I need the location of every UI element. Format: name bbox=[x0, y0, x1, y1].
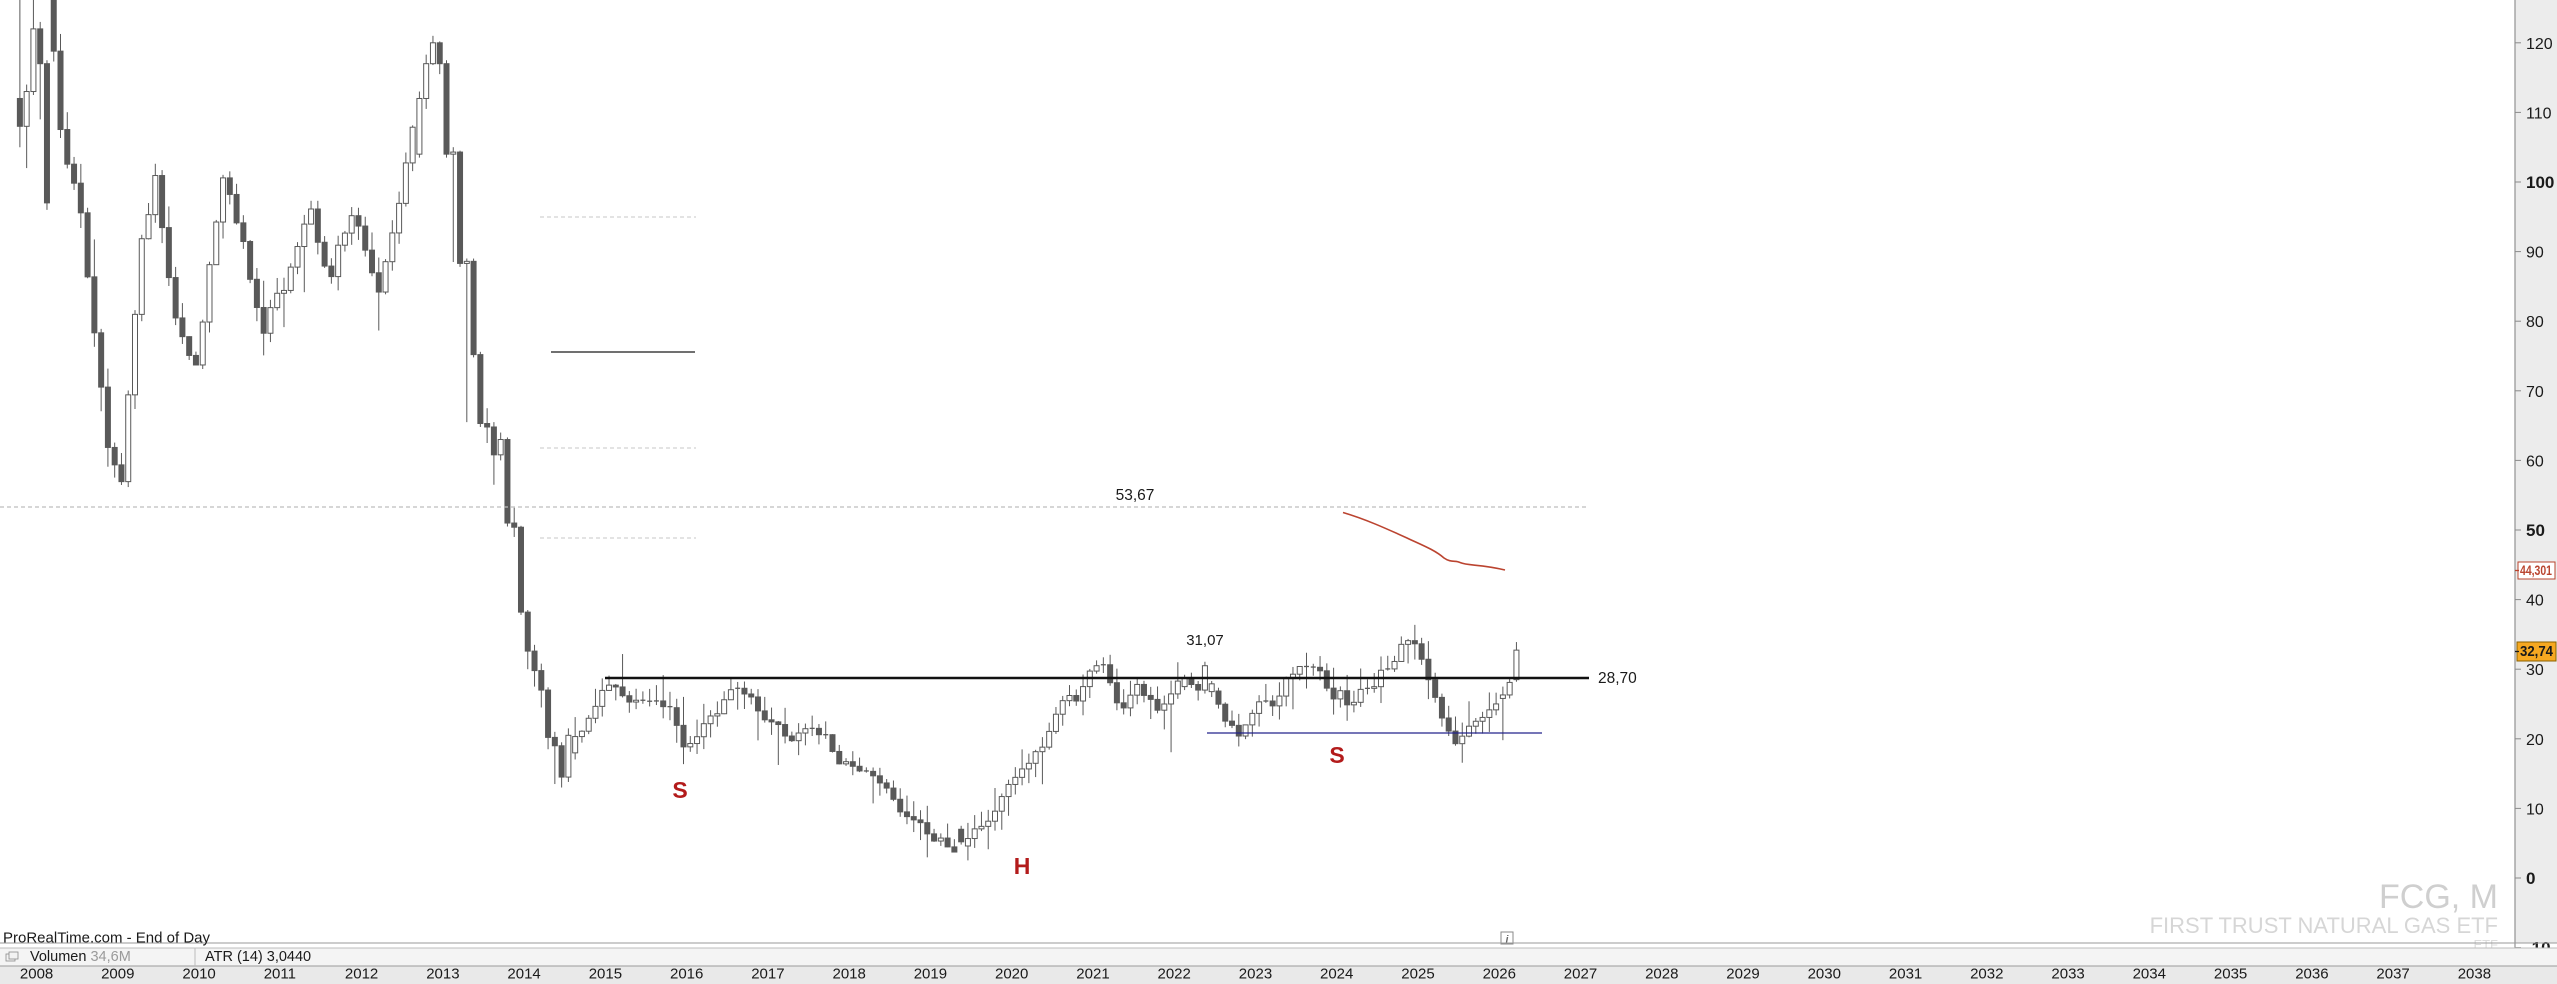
svg-text:2019: 2019 bbox=[914, 966, 947, 983]
svg-text:2022: 2022 bbox=[1158, 966, 1191, 983]
svg-text:2012: 2012 bbox=[345, 966, 378, 983]
svg-text:53,67: 53,67 bbox=[1116, 487, 1155, 504]
svg-text:2033: 2033 bbox=[2051, 966, 2084, 983]
svg-text:i: i bbox=[1506, 935, 1509, 946]
svg-text:2034: 2034 bbox=[2133, 966, 2166, 983]
svg-text:2013: 2013 bbox=[426, 966, 459, 983]
svg-text:2017: 2017 bbox=[751, 966, 784, 983]
svg-text:50: 50 bbox=[2526, 521, 2545, 540]
svg-text:2011: 2011 bbox=[264, 966, 296, 983]
svg-text:2029: 2029 bbox=[1726, 966, 1759, 983]
svg-text:FCG, M: FCG, M bbox=[2379, 878, 2498, 916]
svg-text:ProRealTime.com - End of Day: ProRealTime.com - End of Day bbox=[3, 930, 211, 947]
svg-text:2016: 2016 bbox=[670, 966, 703, 983]
svg-text:2026: 2026 bbox=[1483, 966, 1516, 983]
svg-text:S: S bbox=[672, 777, 687, 803]
svg-text:ATR (14) 3,0440: ATR (14) 3,0440 bbox=[205, 949, 311, 965]
svg-text:44,301: 44,301 bbox=[2520, 563, 2552, 578]
svg-text:2036: 2036 bbox=[2295, 966, 2328, 983]
svg-text:40: 40 bbox=[2526, 593, 2544, 610]
svg-text:Volumen 34,6M: Volumen 34,6M bbox=[30, 949, 131, 965]
svg-text:2031: 2031 bbox=[1889, 966, 1922, 983]
svg-text:2025: 2025 bbox=[1401, 966, 1434, 983]
svg-text:2024: 2024 bbox=[1320, 966, 1353, 983]
svg-text:60: 60 bbox=[2526, 453, 2544, 470]
svg-text:2038: 2038 bbox=[2458, 966, 2491, 983]
svg-text:2023: 2023 bbox=[1239, 966, 1272, 983]
svg-text:FIRST TRUST NATURAL GAS ETF: FIRST TRUST NATURAL GAS ETF bbox=[2150, 913, 2498, 938]
svg-text:20: 20 bbox=[2526, 732, 2544, 749]
svg-text:2010: 2010 bbox=[182, 966, 215, 983]
svg-text:2008: 2008 bbox=[20, 966, 53, 983]
svg-text:100: 100 bbox=[2526, 173, 2554, 192]
svg-text:2018: 2018 bbox=[833, 966, 866, 983]
svg-text:2021: 2021 bbox=[1076, 966, 1109, 983]
svg-text:31,07: 31,07 bbox=[1186, 632, 1224, 649]
svg-text:80: 80 bbox=[2526, 314, 2544, 331]
svg-text:90: 90 bbox=[2526, 245, 2544, 262]
svg-text:2030: 2030 bbox=[1808, 966, 1841, 983]
svg-text:30: 30 bbox=[2526, 662, 2544, 679]
svg-text:28,70: 28,70 bbox=[1598, 670, 1637, 687]
svg-text:2014: 2014 bbox=[507, 966, 540, 983]
svg-text:120: 120 bbox=[2526, 36, 2553, 53]
svg-text:10: 10 bbox=[2526, 801, 2544, 818]
svg-text:2037: 2037 bbox=[2376, 966, 2409, 983]
svg-text:2035: 2035 bbox=[2214, 966, 2247, 983]
svg-text:0: 0 bbox=[2526, 869, 2535, 888]
svg-text:110: 110 bbox=[2526, 105, 2552, 122]
svg-text:2015: 2015 bbox=[589, 966, 622, 983]
svg-text:2032: 2032 bbox=[1970, 966, 2003, 983]
svg-text:S: S bbox=[1329, 742, 1344, 768]
svg-text:H: H bbox=[1014, 853, 1031, 879]
svg-text:2020: 2020 bbox=[995, 966, 1028, 983]
svg-text:32,74: 32,74 bbox=[2520, 644, 2553, 660]
svg-text:2009: 2009 bbox=[101, 966, 134, 983]
svg-text:70: 70 bbox=[2526, 384, 2544, 401]
svg-text:2028: 2028 bbox=[1645, 966, 1678, 983]
svg-text:2027: 2027 bbox=[1564, 966, 1597, 983]
